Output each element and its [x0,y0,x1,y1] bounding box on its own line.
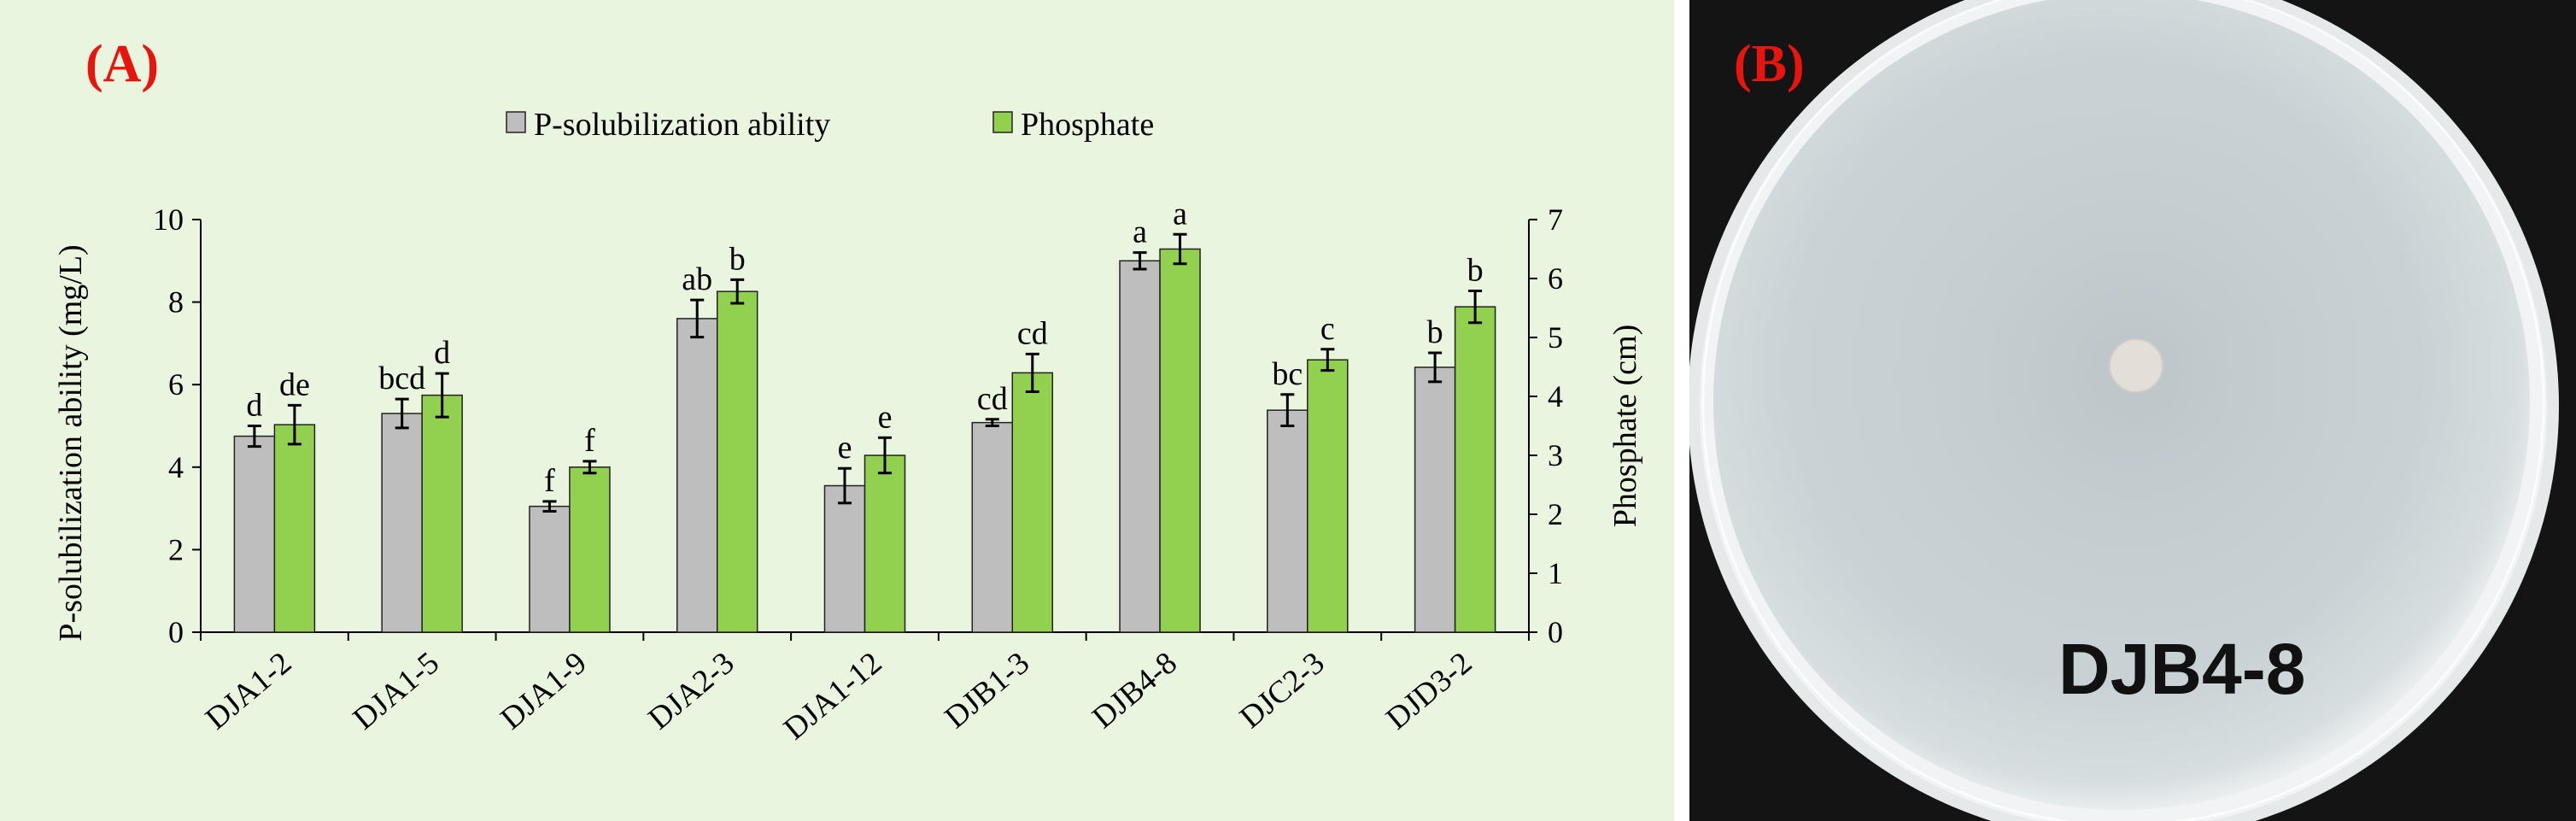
rim-highlight [1701,0,2545,821]
x-tick-label: DJA1-9 [495,645,594,736]
significance-letter: d [434,335,450,371]
panel-b-label: (B) [1734,35,1805,93]
x-tick-label: DJB1-3 [939,645,1037,735]
y2-tick-label: 3 [1548,438,1563,472]
panel-a-label: (A) [85,35,160,93]
bar-p-solubilization [529,505,571,633]
x-tick-label: DJA1-2 [199,645,298,736]
significance-letter: ab [682,261,712,297]
x-tick-label: DJA1-5 [347,645,446,736]
y-tick-label: 2 [168,532,184,566]
bar-phosphate [569,466,611,633]
x-tick-label: DJC2-3 [1233,645,1332,735]
legend-label-phosphate: Phosphate [1021,107,1154,143]
strain-label: DJB4-8 [2058,629,2306,709]
significance-letter: a [1133,214,1147,250]
y2-tick-label: 4 [1548,379,1563,413]
bar-phosphate [1011,372,1054,633]
y-tick-label: 6 [168,367,184,402]
significance-letter: f [584,423,595,459]
significance-letter: b [729,241,746,277]
colony-spot [2109,338,2163,393]
bar-phosphate [273,424,316,633]
significance-letter: e [878,399,893,435]
significance-letter: b [1467,252,1484,288]
x-tick-label: DJA2-3 [641,645,741,736]
significance-letter: bc [1272,356,1303,392]
bar-phosphate [716,290,758,633]
y-tick-label: 0 [168,615,184,649]
y2-tick-label: 5 [1548,320,1563,355]
significance-letter: e [838,430,852,466]
significance-letter: b [1427,314,1443,350]
bar-p-solubilization [823,484,866,633]
significance-letter: c [1320,311,1335,347]
y2-tick-label: 2 [1548,497,1563,531]
significance-letter: f [544,463,555,499]
significance-letter: cd [1017,315,1048,351]
significance-letter: d [246,388,262,424]
bar-p-solubilization [233,435,276,633]
y-tick-label: 4 [168,450,184,484]
legend-swatch-p-solubilization [506,111,526,133]
significance-letter: cd [977,381,1008,417]
y-axis-title: P-solubilization ability (mg/L) [53,244,89,641]
bar-p-solubilization [381,413,423,633]
y2-tick-label: 0 [1548,615,1563,649]
bar-p-solubilization [676,318,718,633]
legend-label-p-solubilization: P-solubilization ability [534,107,830,143]
x-tick-label: DJA1-12 [777,645,888,747]
bar-phosphate [421,394,463,633]
bar-p-solubilization [971,421,1014,633]
bar-phosphate [1454,306,1496,633]
chart-panel-a [0,0,1674,821]
bar-p-solubilization [1119,260,1161,633]
significance-letter: de [279,367,310,402]
bar-phosphate [1159,248,1201,633]
y2-axis-title: Phosphate (cm) [1607,325,1643,527]
bar-phosphate [1307,359,1349,633]
significance-letter: a [1173,196,1187,232]
x-tick-label: DJD3-2 [1379,645,1478,736]
bar-p-solubilization [1414,367,1456,633]
y2-tick-label: 1 [1548,556,1563,590]
y2-tick-label: 6 [1548,261,1563,296]
legend-swatch-phosphate [992,111,1013,133]
significance-letter: bcd [378,361,425,396]
bar-p-solubilization [1267,409,1308,633]
y2-tick-label: 7 [1548,202,1563,237]
y-tick-label: 10 [153,202,184,237]
x-tick-label: DJB4-8 [1086,645,1184,735]
bar-chart: 0 2 4 6 8 10 0 1 2 3 4 5 6 7 P-solubilization ability … [53,107,1643,747]
petri-plate-photo [1689,0,2576,821]
y-tick-label: 8 [168,285,184,320]
bar-phosphate [864,454,906,633]
